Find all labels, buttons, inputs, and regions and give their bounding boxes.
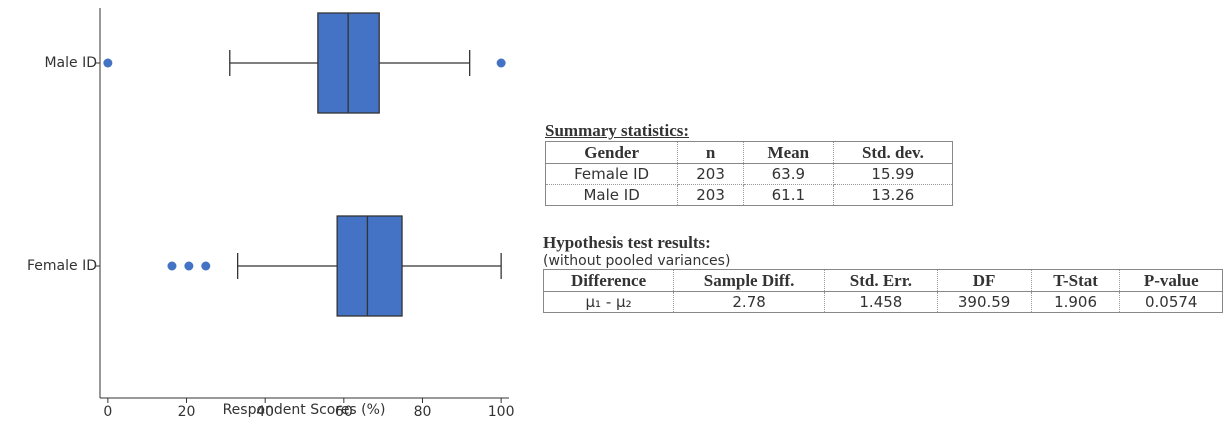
- outlier: [103, 58, 113, 68]
- column-header: Sample Diff.: [673, 269, 826, 292]
- hypothesis-table: Difference Sample Diff. Std. Err. DF T-Stat P…: [542, 269, 1223, 313]
- table-cell: 2.78: [673, 291, 826, 313]
- summary-block: Summary statistics: Gender n Mean Std. dev.…: [544, 121, 954, 206]
- x-tick-label: 80: [414, 404, 432, 420]
- column-header: n: [677, 141, 744, 164]
- x-axis-label: Respondent Scores (%): [223, 402, 386, 418]
- table-cell: 15.99: [832, 163, 954, 185]
- x-tick-label: 0: [103, 404, 112, 420]
- table-row: Male ID 203 61.1 13.26: [544, 184, 954, 206]
- table-cell: 0.0574: [1119, 291, 1223, 313]
- table-cell: 1.906: [1030, 291, 1121, 313]
- x-tick-label: 60: [335, 404, 353, 420]
- box: [336, 215, 403, 317]
- table-row: Female ID 203 63.9 15.99: [544, 163, 954, 185]
- table-cell: Female ID: [544, 163, 679, 185]
- column-header: Std. Err.: [824, 269, 938, 292]
- column-header: Mean: [742, 141, 834, 164]
- y-tick-label: Female ID: [27, 258, 97, 274]
- column-header: Std. dev.: [832, 141, 954, 164]
- table-row: μ₁ - μ₂ 2.78 1.458 390.59 1.906 0.0574: [542, 291, 1223, 313]
- column-header: P-value: [1119, 269, 1223, 292]
- x-tick-label: 20: [178, 404, 196, 420]
- table-cell: 203: [677, 184, 744, 206]
- column-header: T-Stat: [1030, 269, 1121, 292]
- column-header: DF: [936, 269, 1032, 292]
- x-tick-label: 100: [488, 404, 515, 420]
- table-cell: 203: [677, 163, 744, 185]
- table-cell: μ₁ - μ₂: [542, 291, 675, 313]
- x-tick-label: 40: [256, 404, 274, 420]
- header-row: Difference Sample Diff. Std. Err. DF T-Stat P…: [542, 269, 1223, 292]
- outlier: [167, 261, 177, 271]
- hypothesis-title: Hypothesis test results:: [543, 233, 711, 252]
- column-header: Difference: [542, 269, 675, 292]
- table-cell: 1.458: [824, 291, 938, 313]
- table-cell: 13.26: [832, 184, 954, 206]
- summary-title: Summary statistics:: [545, 121, 690, 140]
- box-plot: Respondent Scores (%) 0 20 40 60 80 100 Male I…: [27, 8, 515, 420]
- table-cell: Male ID: [544, 184, 679, 206]
- summary-table: Gender n Mean Std. dev. Female ID 203 63.9 15.9…: [544, 141, 954, 206]
- hypothesis-subtitle: (without pooled variances): [543, 253, 731, 269]
- header-row: Gender n Mean Std. dev.: [544, 141, 954, 164]
- outlier: [184, 261, 194, 271]
- outlier: [496, 58, 506, 68]
- table-cell: 61.1: [742, 184, 834, 206]
- hypothesis-block: Hypothesis test results: (without pooled…: [542, 233, 1223, 313]
- table-cell: 63.9: [742, 163, 834, 185]
- column-header: Gender: [544, 141, 679, 164]
- outlier: [201, 261, 211, 271]
- table-cell: 390.59: [936, 291, 1032, 313]
- y-tick-label: Male ID: [44, 55, 97, 71]
